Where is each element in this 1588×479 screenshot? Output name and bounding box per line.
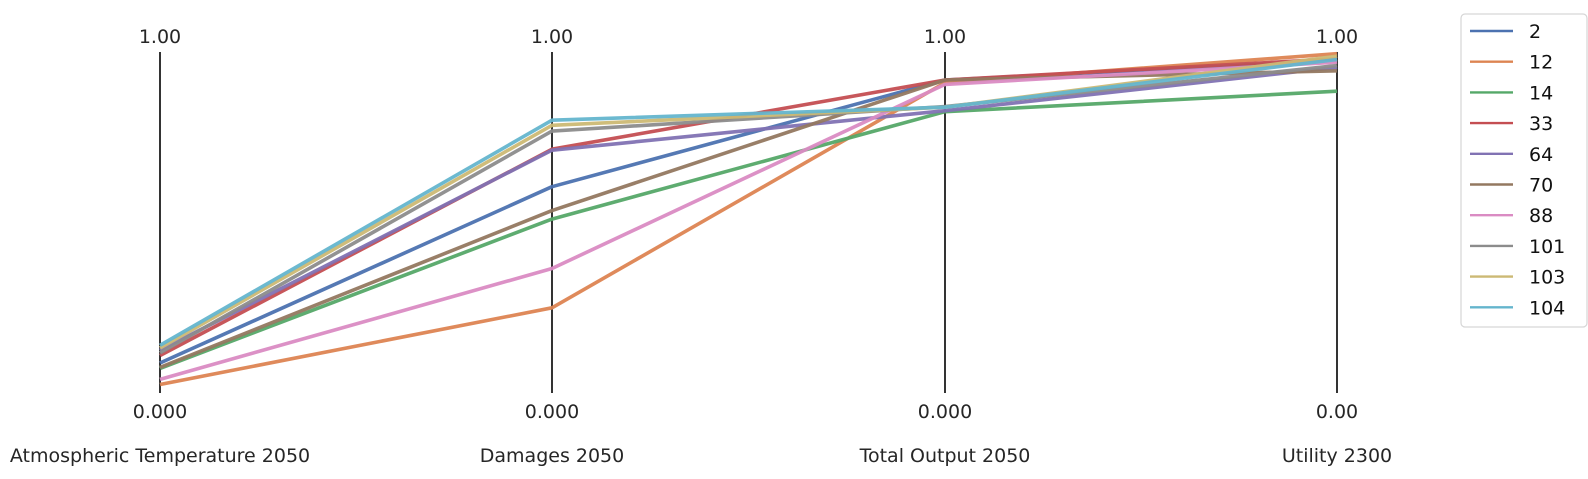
axis-top-tick-label: 1.00 <box>531 26 573 48</box>
axis-title: Atmospheric Temperature 2050 <box>10 445 310 467</box>
axis-title: Utility 2300 <box>1282 445 1392 467</box>
series-line <box>159 89 1338 371</box>
legend: 2 12 14 33 64 70 88 101 103 104 <box>1460 13 1588 328</box>
legend-label: 70 <box>1529 175 1553 197</box>
legend-label: 12 <box>1529 52 1553 74</box>
axis-bottom-tick-label: 0.000 <box>918 401 972 423</box>
axis-top-tick-label: 1.00 <box>924 26 966 48</box>
axis-title: Total Output 2050 <box>859 445 1031 467</box>
axis-top-tick-label: 1.00 <box>139 26 181 48</box>
axis-labels-layer: 1.00 0.000 Atmospheric Temperature 2050 1.0… <box>10 26 1392 467</box>
axes-layer <box>159 52 1338 393</box>
series-line <box>159 57 1338 358</box>
series-lines-layer <box>159 51 1338 387</box>
legend-label: 64 <box>1529 144 1553 166</box>
legend-label: 101 <box>1529 236 1565 258</box>
legend-label: 2 <box>1529 21 1541 43</box>
legend-label: 104 <box>1529 297 1565 319</box>
series-line <box>159 51 1338 387</box>
legend-label: 14 <box>1529 82 1553 104</box>
series-line <box>159 63 1338 355</box>
series-line <box>159 57 1338 347</box>
legend-label: 88 <box>1529 205 1553 227</box>
series-line <box>159 69 1338 370</box>
axis-bottom-tick-label: 0.00 <box>1316 401 1358 423</box>
axis-bottom-tick-label: 0.000 <box>133 401 187 423</box>
series-line <box>159 60 1338 382</box>
legend-label: 33 <box>1529 113 1553 135</box>
axis-title: Damages 2050 <box>480 445 624 467</box>
axis-top-tick-label: 1.00 <box>1316 26 1358 48</box>
series-line <box>159 58 1338 365</box>
axis-bottom-tick-label: 0.000 <box>525 401 579 423</box>
legend-label: 103 <box>1529 267 1565 289</box>
series-line <box>159 65 1338 353</box>
